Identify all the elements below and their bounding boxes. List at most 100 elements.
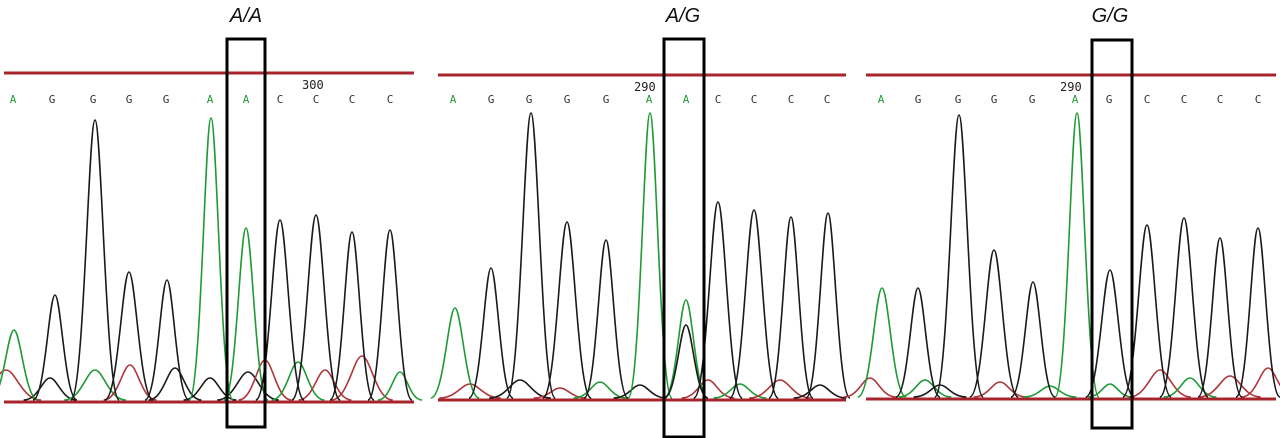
snp-highlight-box (1090, 38, 1134, 430)
base-call-2: G (915, 93, 922, 106)
background-trace-peak-8 (1163, 377, 1217, 398)
trace-peak-4 (104, 271, 154, 401)
background-trace-peak-1 (439, 383, 501, 399)
snp-highlight-box (225, 37, 267, 429)
base-call-4: G (126, 93, 133, 106)
base-call-11: C (387, 93, 394, 106)
base-call-9: C (313, 93, 320, 106)
trace-peak-4 (969, 249, 1019, 398)
chromatogram-panel-aa: A/A 300 A G G G G A A C C C C (0, 5, 423, 429)
genotype-label: G/G (1092, 5, 1129, 27)
position-label: 290 (634, 80, 656, 94)
position-label: 300 (302, 78, 324, 92)
base-call-6: A (646, 93, 653, 106)
snp-highlight-box (662, 37, 706, 438)
base-call-8: C (715, 93, 722, 106)
trace-peak-4 (542, 221, 592, 399)
background-trace-peak-4 (973, 381, 1027, 398)
trace-peak-5 (583, 239, 629, 399)
background-trace-peak-7 (713, 383, 767, 399)
background-trace-peak-2 (23, 377, 77, 401)
trace-peak-11 (768, 216, 814, 399)
background-trace-peak-4 (103, 364, 157, 401)
trace-peak-9 (1159, 217, 1209, 398)
trace-peak-5 (144, 279, 190, 401)
base-call-2: G (49, 93, 56, 106)
trace-peak-2 (468, 267, 514, 399)
trace-peak-1 (857, 287, 907, 398)
background-trace-peak-6 (681, 379, 735, 399)
trace-peak-7 (663, 299, 709, 399)
background-trace-peak-12 (377, 371, 423, 401)
background-trace-peak-9 (271, 361, 325, 401)
trace-peak-6 (1054, 112, 1100, 398)
base-call-1: A (878, 93, 885, 106)
base-call-6: A (1072, 93, 1079, 106)
base-call-11: C (1255, 93, 1262, 106)
trace-peak-5 (1010, 281, 1056, 398)
chromatogram-panel-ag: A/G 290 A G G G G A A C C C C (430, 5, 851, 438)
trace-group (0, 117, 423, 401)
trace-peak-3 (506, 112, 556, 399)
trace-peak-10 (329, 231, 375, 401)
base-call-6: A (207, 93, 214, 106)
background-trace-peak-5 (1023, 385, 1077, 398)
base-call-11: C (824, 93, 831, 106)
base-call-9: C (1181, 93, 1188, 106)
trace-peak-7 (223, 227, 269, 401)
trace-peak-10 (729, 209, 779, 399)
base-call-8: C (277, 93, 284, 106)
background-trace-peak-3 (913, 384, 967, 398)
background-trace-peak-10 (1241, 367, 1280, 398)
trace-peak-3 (934, 114, 984, 398)
base-call-2: G (488, 93, 495, 106)
base-call-5: G (1029, 93, 1036, 106)
base-call-5: G (163, 93, 170, 106)
genotype-label: A/A (229, 5, 262, 27)
background-trace-peak-8 (749, 379, 811, 399)
base-call-3: G (955, 93, 962, 106)
base-call-7: A (683, 93, 690, 106)
background-trace-peak-5 (613, 384, 667, 399)
trace-peak-10 (1197, 237, 1243, 398)
background-trace-peak-2 (898, 379, 952, 398)
background-trace-peak-7 (217, 371, 279, 401)
trace-peak-1 (0, 329, 39, 401)
trace-peak-2 (895, 287, 941, 398)
trace-peak-7 (1085, 269, 1135, 398)
background-trace-peak-7 (1129, 369, 1191, 398)
trace-peak-2 (32, 294, 78, 401)
base-call-4: G (564, 93, 571, 106)
trace-group (843, 112, 1280, 398)
background-trace-peak-9 (1199, 375, 1261, 398)
background-trace-peak-11 (331, 355, 393, 401)
base-call-10: C (788, 93, 795, 106)
trace-peak-12 (805, 212, 851, 399)
background-trace-peak-3 (533, 387, 587, 399)
base-call-7: A (243, 93, 250, 106)
base-call-10: C (1217, 93, 1224, 106)
base-call-3: G (90, 93, 97, 106)
base-call-1: A (10, 93, 17, 106)
base-call-9: C (751, 93, 758, 106)
trace-peak-11 (367, 229, 413, 401)
chromatogram-panel-gg: G/G 290 A G G G G A G C C C C (843, 5, 1280, 430)
base-call-3: G (526, 93, 533, 106)
trace-peak-9 (291, 214, 341, 401)
base-call-10: C (349, 93, 356, 106)
background-trace-peak-2 (489, 379, 551, 399)
trace-peak-8 (255, 219, 305, 401)
base-call-1: A (450, 93, 457, 106)
base-call-4: G (991, 93, 998, 106)
background-trace-peak-9 (793, 384, 847, 399)
background-trace-peak-4 (573, 381, 627, 399)
background-trace-peak-5 (148, 367, 202, 401)
background-trace-peak-1 (0, 369, 42, 401)
trace-peak-8 (663, 324, 709, 399)
trace-peak-9 (693, 201, 743, 399)
base-call-8: C (1144, 93, 1151, 106)
position-label: 290 (1060, 80, 1082, 94)
